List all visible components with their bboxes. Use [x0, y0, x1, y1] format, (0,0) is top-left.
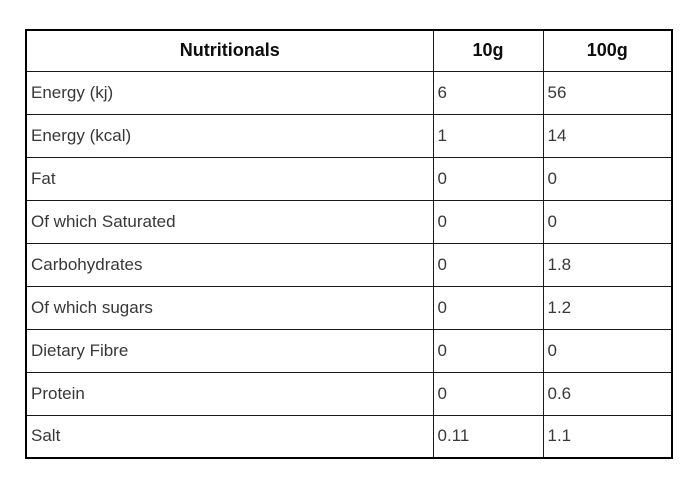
header-100g: 100g — [542, 29, 673, 72]
header-row: Nutritionals 10g 100g — [25, 29, 673, 72]
value-100g: 0.6 — [542, 371, 673, 416]
value-10g: 0 — [432, 285, 544, 330]
nutrient-label: Dietary Fibre — [25, 328, 434, 373]
nutrient-label: Protein — [25, 371, 434, 416]
value-10g: 6 — [432, 70, 544, 115]
value-100g: 0 — [542, 156, 673, 201]
table-body: Energy (kj) 6 56 Energy (kcal) 1 14 Fat … — [25, 70, 673, 459]
table-row-fat: Fat 0 0 — [25, 156, 673, 201]
table-row-saturated: Of which Saturated 0 0 — [25, 199, 673, 244]
header-10g: 10g — [432, 29, 544, 72]
table-row-sugars: Of which sugars 0 1.2 — [25, 285, 673, 330]
value-10g: 0 — [432, 156, 544, 201]
value-100g: 0 — [542, 328, 673, 373]
table-row-protein: Protein 0 0.6 — [25, 371, 673, 416]
nutrient-label: Energy (kcal) — [25, 113, 434, 158]
nutrient-label: Of which Saturated — [25, 199, 434, 244]
value-10g: 0 — [432, 371, 544, 416]
nutrient-label: Salt — [25, 414, 434, 459]
value-10g: 0 — [432, 199, 544, 244]
table-header: Nutritionals 10g 100g — [25, 29, 673, 72]
table-row-energy-kcal: Energy (kcal) 1 14 — [25, 113, 673, 158]
nutrient-label: Fat — [25, 156, 434, 201]
table-row-carbohydrates: Carbohydrates 0 1.8 — [25, 242, 673, 287]
value-100g: 1.8 — [542, 242, 673, 287]
value-100g: 1.1 — [542, 414, 673, 459]
nutritionals-table: Nutritionals 10g 100g Energy (kj) 6 56 E… — [25, 29, 673, 459]
value-100g: 1.2 — [542, 285, 673, 330]
nutrient-label: Of which sugars — [25, 285, 434, 330]
table-row-energy-kj: Energy (kj) 6 56 — [25, 70, 673, 115]
header-nutritionals: Nutritionals — [25, 29, 434, 72]
nutrient-label: Energy (kj) — [25, 70, 434, 115]
value-100g: 0 — [542, 199, 673, 244]
value-10g: 1 — [432, 113, 544, 158]
value-10g: 0 — [432, 328, 544, 373]
value-10g: 0 — [432, 242, 544, 287]
value-100g: 56 — [542, 70, 673, 115]
value-10g: 0.11 — [432, 414, 544, 459]
value-100g: 14 — [542, 113, 673, 158]
table-row-dietary-fibre: Dietary Fibre 0 0 — [25, 328, 673, 373]
table-row-salt: Salt 0.11 1.1 — [25, 414, 673, 459]
nutrient-label: Carbohydrates — [25, 242, 434, 287]
